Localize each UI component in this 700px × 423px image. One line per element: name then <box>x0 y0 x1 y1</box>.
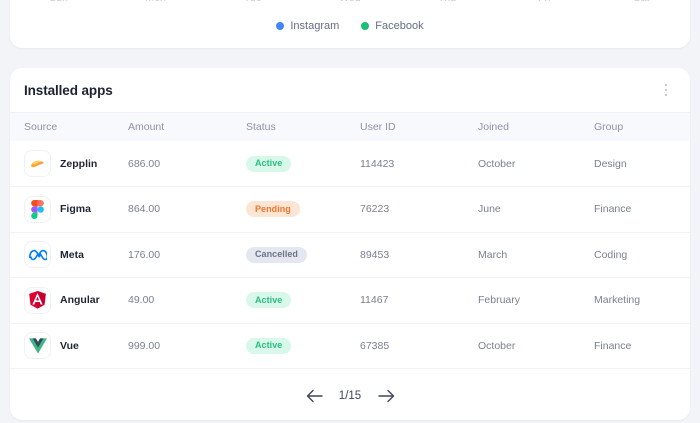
status-badge: Active <box>246 337 292 354</box>
table-row[interactable]: Figma 864.00 Pending 76223 June Finance <box>10 186 690 233</box>
cell-amount: 864.00 <box>128 186 246 233</box>
cell-status: Active <box>246 277 360 324</box>
table-row[interactable]: Angular 49.00 Active 11467 February Marketing <box>10 277 690 324</box>
chart-axis-tick: Mon <box>107 0 204 4</box>
legend-item[interactable]: Facebook <box>361 20 424 32</box>
table-body: Zepplin 686.00 Active 114423 October Design Fi… <box>10 141 690 369</box>
column-header-status[interactable]: Status <box>246 113 360 141</box>
status-badge: Active <box>246 292 292 309</box>
chart-axis-tick: Sun <box>10 0 107 4</box>
legend-item[interactable]: Instagram <box>276 20 339 32</box>
cell-amount: 686.00 <box>128 141 246 187</box>
cell-source: Zepplin <box>10 141 128 187</box>
kebab-dot <box>664 88 668 92</box>
cell-user-id: 76223 <box>360 186 478 233</box>
arrow-left-icon[interactable] <box>303 385 325 407</box>
column-header-user-id[interactable]: User ID <box>360 113 478 141</box>
kebab-dot <box>664 93 668 97</box>
status-badge: Pending <box>246 201 300 218</box>
legend-color-dot <box>276 22 285 30</box>
installed-apps-table: Source Amount Status User ID Joined Grou… <box>10 113 690 369</box>
table-row[interactable]: Zepplin 686.00 Active 114423 October Design <box>10 141 690 187</box>
column-header-joined[interactable]: Joined <box>478 113 594 141</box>
table-header-row: Source Amount Status User ID Joined Grou… <box>10 113 690 141</box>
source-cell: Angular <box>24 286 128 314</box>
page-title: Installed apps <box>24 82 113 98</box>
cell-user-id: 114423 <box>360 141 478 187</box>
cell-amount: 999.00 <box>128 323 246 369</box>
installed-apps-card: Installed apps Source Amount Status User… <box>10 68 690 420</box>
card-header: Installed apps <box>10 68 690 113</box>
chart-axis-tick: Wed <box>301 0 398 4</box>
source-cell: Meta <box>24 241 128 269</box>
cell-joined: February <box>478 277 594 324</box>
cell-amount: 49.00 <box>128 277 246 324</box>
arrow-right-icon[interactable] <box>375 385 397 407</box>
cell-source: Meta <box>10 232 128 278</box>
cell-status: Pending <box>246 186 360 233</box>
column-header-source[interactable]: Source <box>10 113 128 141</box>
cell-group: Finance <box>594 186 690 233</box>
cell-status: Active <box>246 141 360 187</box>
cell-joined: October <box>478 141 594 187</box>
cell-amount: 176.00 <box>128 232 246 278</box>
app-name: Figma <box>60 203 91 216</box>
cell-group: Marketing <box>594 277 690 324</box>
chart-legend: Instagram Facebook <box>10 20 690 32</box>
page-indicator: 1/15 <box>338 390 362 402</box>
cell-status: Active <box>246 323 360 369</box>
cell-user-id: 89453 <box>360 232 478 278</box>
cell-user-id: 67385 <box>360 323 478 369</box>
pagination: 1/15 <box>10 372 690 420</box>
column-header-amount[interactable]: Amount <box>128 113 246 141</box>
chart-axis-tick: Tue <box>204 0 301 4</box>
app-name: Zepplin <box>60 157 98 170</box>
source-cell: Zepplin <box>24 150 128 177</box>
meta-icon <box>24 241 51 269</box>
cell-group: Finance <box>594 323 690 369</box>
status-badge: Cancelled <box>246 246 307 263</box>
cell-joined: June <box>478 186 594 233</box>
kebab-dot <box>664 83 668 87</box>
cell-joined: October <box>478 323 594 369</box>
table-row[interactable]: Vue 999.00 Active 67385 October Finance <box>10 323 690 369</box>
legend-label: Instagram <box>290 20 340 32</box>
figma-icon <box>24 195 51 223</box>
zepplin-icon <box>24 150 51 177</box>
cell-status: Cancelled <box>246 232 360 278</box>
vue-icon <box>24 332 51 360</box>
column-header-group[interactable]: Group <box>594 113 690 141</box>
angular-icon <box>24 286 51 314</box>
table-header: Source Amount Status User ID Joined Grou… <box>10 113 690 141</box>
chart-axis-tick: Thu <box>399 0 496 4</box>
app-name: Angular <box>60 294 100 307</box>
cell-source: Angular <box>10 277 128 324</box>
social-chart-card: SunMonTueWedThuFriSat Instagram Facebook <box>10 0 690 48</box>
chart-axis-tick: Sat <box>593 0 690 4</box>
legend-label: Facebook <box>375 20 424 32</box>
kebab-menu-icon[interactable] <box>656 79 676 101</box>
cell-joined: March <box>478 232 594 278</box>
cell-group: Coding <box>594 232 690 278</box>
chart-axis-tick: Fri <box>496 0 593 4</box>
status-badge: Active <box>246 155 292 172</box>
chart-x-axis: SunMonTueWedThuFriSat <box>10 0 690 4</box>
cell-source: Vue <box>10 323 128 369</box>
source-cell: Vue <box>24 332 128 360</box>
cell-group: Design <box>594 141 690 187</box>
cell-source: Figma <box>10 186 128 233</box>
app-name: Meta <box>60 248 84 261</box>
cell-user-id: 11467 <box>360 277 478 324</box>
table-row[interactable]: Meta 176.00 Cancelled 89453 March Coding <box>10 232 690 278</box>
legend-color-dot <box>361 22 370 30</box>
app-name: Vue <box>60 339 79 352</box>
source-cell: Figma <box>24 195 128 223</box>
